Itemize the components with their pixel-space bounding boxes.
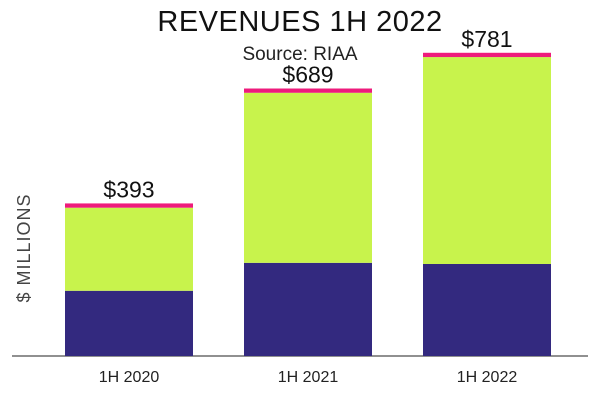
chart-title: REVENUES 1H 2022 <box>157 6 443 38</box>
data-label: $689 <box>282 62 333 88</box>
chart-subtitle: Source: RIAA <box>242 44 358 65</box>
bar-segment-2-1h-2021 <box>244 92 372 263</box>
bar-segment-1-1h-2021 <box>244 262 372 356</box>
data-label: $393 <box>103 176 154 202</box>
bar-segment-3-1h-2021 <box>244 88 372 93</box>
y-axis-label: $ MILLIONS <box>14 193 34 302</box>
bars-layer <box>65 52 551 356</box>
x-tick-label: 1H 2020 <box>99 369 160 386</box>
bar-segment-3-1h-2020 <box>65 203 193 208</box>
x-tick-label: 1H 2021 <box>278 369 339 386</box>
bar-segment-1-1h-2020 <box>65 290 193 356</box>
bar-segment-2-1h-2020 <box>65 207 193 291</box>
labels-layer: $393 1H 2020 $689 1H 2021 $781 1H 2022 <box>99 26 518 386</box>
data-label: $781 <box>461 26 512 52</box>
bar-segment-2-1h-2022 <box>423 57 551 264</box>
x-tick-label: 1H 2022 <box>457 369 518 386</box>
bar-segment-3-1h-2022 <box>423 52 551 58</box>
bar-segment-1-1h-2022 <box>423 263 551 356</box>
